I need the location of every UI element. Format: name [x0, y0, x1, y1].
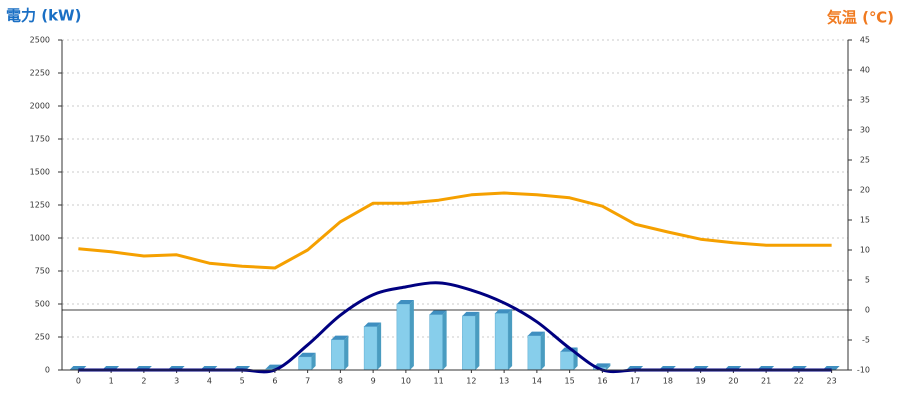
- bar-front: [396, 303, 411, 371]
- x-tick-label: 12: [466, 377, 476, 386]
- x-tick-label: 20: [728, 377, 738, 386]
- bar-side: [508, 309, 513, 370]
- y-tick-label: 1500: [30, 168, 50, 177]
- x-tick-label: 10: [401, 377, 411, 386]
- x-tick-label: 3: [174, 377, 179, 386]
- y2-tick-label: 5: [865, 276, 870, 285]
- x-tick-label: 5: [240, 377, 245, 386]
- y-tick-label: 2500: [30, 36, 50, 45]
- x-tick-label: 2: [141, 377, 146, 386]
- x-tick-label: 0: [76, 377, 81, 386]
- bar-front: [560, 351, 574, 371]
- bar-side: [409, 300, 414, 370]
- y-tick-label: 0: [45, 366, 50, 375]
- y-tick-label: 500: [35, 300, 50, 309]
- x-tick-label: 15: [565, 377, 575, 386]
- bar-front: [363, 326, 378, 371]
- y2-tick-label: 45: [860, 36, 870, 45]
- bar-top: [527, 331, 545, 336]
- bar-side: [377, 322, 382, 370]
- bar-side: [344, 335, 349, 370]
- x-tick-label: 1: [109, 377, 114, 386]
- x-tick-label: 14: [532, 377, 542, 386]
- y2-tick-label: 15: [860, 216, 870, 225]
- x-tick-label: 22: [794, 377, 804, 386]
- x-tick-label: 23: [827, 377, 837, 386]
- x-tick-label: 13: [499, 377, 509, 386]
- bar-front: [494, 312, 509, 371]
- x-tick-label: 8: [338, 377, 343, 386]
- x-tick-label: 6: [272, 377, 277, 386]
- y-tick-label: 1000: [30, 234, 50, 243]
- bar-top: [364, 322, 382, 327]
- y2-tick-label: -5: [862, 336, 870, 345]
- bar-top: [298, 352, 316, 357]
- x-tick-label: 9: [371, 377, 376, 386]
- bar-top: [429, 310, 447, 315]
- x-tick-label: 18: [663, 377, 673, 386]
- y-tick-label: 250: [35, 333, 50, 342]
- line: [78, 281, 832, 374]
- y2-tick-label: 10: [860, 246, 870, 255]
- bar-front: [298, 356, 312, 371]
- x-tick-label: 16: [597, 377, 607, 386]
- x-tick-label: 19: [696, 377, 706, 386]
- bar-front: [462, 315, 476, 371]
- y2-tick-label: 40: [860, 66, 870, 75]
- y2-tick-label: 35: [860, 96, 870, 105]
- bar-side: [540, 331, 545, 370]
- y-tick-label: 750: [35, 267, 50, 276]
- bar-top: [331, 335, 349, 340]
- bar-top: [495, 309, 513, 314]
- x-tick-label: 11: [434, 377, 444, 386]
- y-tick-label: 2250: [30, 69, 50, 78]
- bar-side: [442, 310, 447, 370]
- x-tick-label: 17: [630, 377, 640, 386]
- bar-side: [311, 352, 316, 370]
- bar-top: [462, 311, 480, 316]
- y2-tick-label: -10: [857, 366, 870, 375]
- bar-side: [475, 311, 480, 370]
- y2-tick-label: 0: [865, 306, 870, 315]
- y-tick-label: 1750: [30, 135, 50, 144]
- y2-tick-label: 20: [860, 186, 870, 195]
- x-tick-label: 4: [207, 377, 212, 386]
- x-tick-label: 21: [761, 377, 771, 386]
- x-tick-label: 7: [305, 377, 310, 386]
- bar-front: [331, 339, 345, 371]
- y2-tick-label: 30: [860, 126, 870, 135]
- bar-side: [606, 363, 611, 370]
- bar-top: [396, 300, 414, 304]
- bar-front: [429, 314, 443, 371]
- y-tick-label: 2000: [30, 102, 50, 111]
- y2-axis-title: 気温 (℃): [827, 9, 894, 27]
- y2-tick-label: 25: [860, 156, 870, 165]
- y-tick-label: 1250: [30, 201, 50, 210]
- line: [78, 191, 832, 270]
- y-axis-title: 電力 (kW): [6, 7, 81, 25]
- bar-front: [527, 335, 542, 371]
